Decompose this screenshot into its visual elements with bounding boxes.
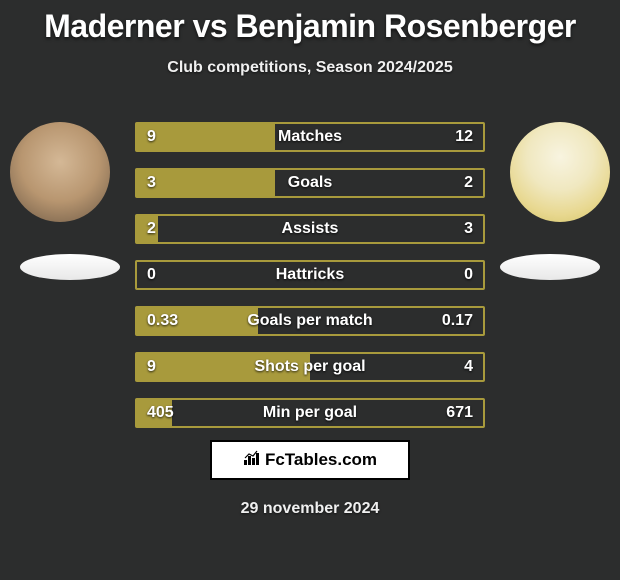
brand-text: FcTables.com: [265, 450, 377, 470]
stat-label: Shots per goal: [137, 354, 483, 380]
stat-row: 9Shots per goal4: [135, 352, 485, 382]
comparison-date: 29 november 2024: [0, 500, 620, 518]
stat-label: Matches: [137, 124, 483, 150]
stat-label: Assists: [137, 216, 483, 242]
stat-row: 405Min per goal671: [135, 398, 485, 428]
comparison-subtitle: Club competitions, Season 2024/2025: [0, 59, 620, 77]
stat-value-right: 2: [464, 170, 473, 196]
stat-value-right: 671: [446, 400, 473, 426]
stat-label: Goals per match: [137, 308, 483, 334]
stat-label: Goals: [137, 170, 483, 196]
stat-value-right: 0: [464, 262, 473, 288]
stat-row: 2Assists3: [135, 214, 485, 244]
stat-row: 0Hattricks0: [135, 260, 485, 290]
club-right-logo: [500, 254, 600, 280]
stat-value-right: 4: [464, 354, 473, 380]
stat-value-right: 12: [455, 124, 473, 150]
stat-row: 0.33Goals per match0.17: [135, 306, 485, 336]
stat-row: 9Matches12: [135, 122, 485, 152]
brand-box: FcTables.com: [210, 440, 410, 480]
stat-label: Min per goal: [137, 400, 483, 426]
stats-container: 9Matches123Goals22Assists30Hattricks00.3…: [135, 122, 485, 444]
player-right-avatar: [510, 122, 610, 222]
stat-label: Hattricks: [137, 262, 483, 288]
stat-value-right: 3: [464, 216, 473, 242]
brand-chart-icon: [243, 450, 261, 471]
player-left-avatar: [10, 122, 110, 222]
stat-row: 3Goals2: [135, 168, 485, 198]
club-left-logo: [20, 254, 120, 280]
stat-value-right: 0.17: [442, 308, 473, 334]
comparison-title: Maderner vs Benjamin Rosenberger: [0, 0, 620, 45]
